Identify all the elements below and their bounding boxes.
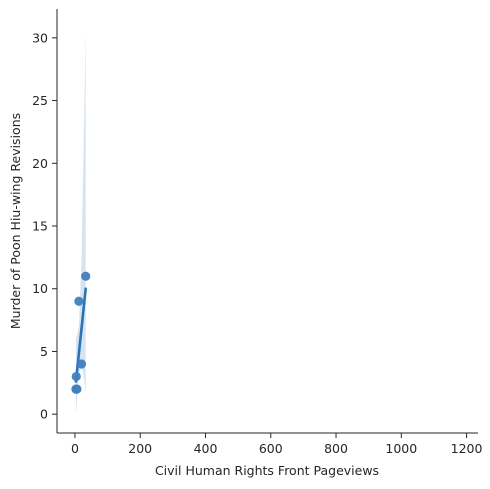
x-tick-label: 1200 xyxy=(451,441,483,456)
y-tick-label: 15 xyxy=(32,219,48,234)
y-tick-label: 10 xyxy=(32,281,48,296)
scatter-point xyxy=(74,296,84,306)
x-axis-label: Civil Human Rights Front Pageviews xyxy=(155,463,379,478)
x-tick-label: 600 xyxy=(259,441,283,456)
x-tick-label: 800 xyxy=(324,441,348,456)
scatter-point xyxy=(71,371,81,382)
x-tick-label: 0 xyxy=(71,441,79,456)
y-tick-label: 30 xyxy=(32,30,48,45)
y-tick-label: 25 xyxy=(32,93,48,108)
x-tick-label: 1000 xyxy=(385,441,417,456)
y-axis-label: Murder of Poon Hiu-wing Revisions xyxy=(8,113,23,329)
x-tick-label: 400 xyxy=(194,441,218,456)
x-ticks: 0 200 400 600 800 1000 1200 xyxy=(71,433,483,456)
y-tick-label: 0 xyxy=(40,407,48,422)
y-ticks: 0 5 10 15 20 25 30 xyxy=(32,30,57,422)
y-tick-label: 5 xyxy=(40,344,48,359)
axes xyxy=(56,9,478,434)
scatter-point xyxy=(81,271,91,281)
x-tick-label: 200 xyxy=(128,441,152,456)
scatter-point xyxy=(76,359,87,369)
scatter-points-layer xyxy=(71,271,91,394)
y-tick-label: 20 xyxy=(32,156,48,171)
scatter-point xyxy=(72,384,82,394)
